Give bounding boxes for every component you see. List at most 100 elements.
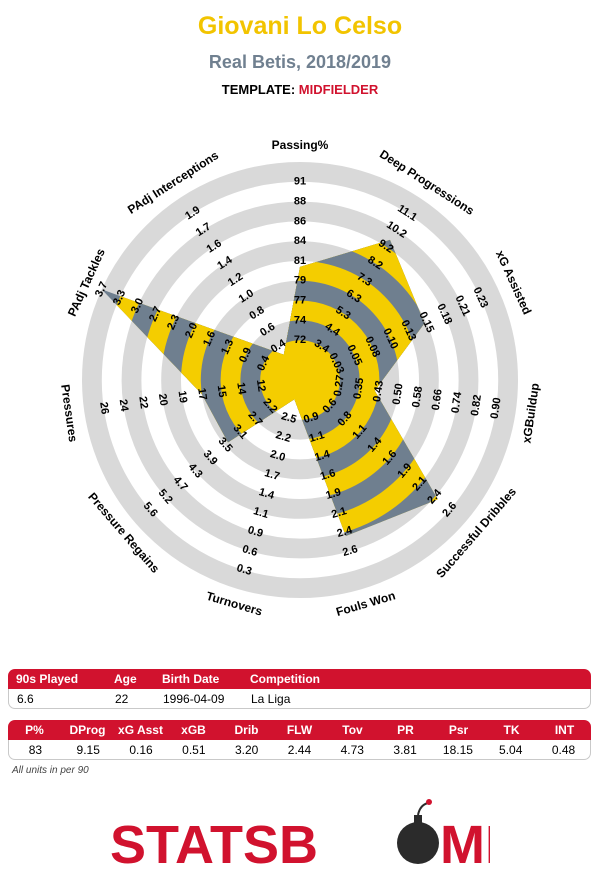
tick-label: 15 <box>215 384 229 398</box>
stat-cell-4: 3.20 <box>234 742 259 757</box>
bomb-spark <box>426 799 432 805</box>
tick-label: 1.7 <box>263 467 281 483</box>
stat-cell-9: 5.04 <box>499 742 523 757</box>
tick-label: 19 <box>175 390 189 404</box>
ring-band-9 <box>81 161 519 599</box>
bio-cell-1: 22 <box>115 691 129 706</box>
tick-label: 17 <box>195 387 209 401</box>
stat-header-9: TK <box>503 723 520 737</box>
logo-text-left: STATSB <box>110 815 318 869</box>
tick-label: 72 <box>294 334 306 346</box>
stat-header-10: INT <box>554 723 575 737</box>
tick-label: 1.4 <box>313 448 332 464</box>
tick-label: 91 <box>294 176 306 188</box>
stat-cell-0: 83 <box>28 742 43 757</box>
tick-label: 24 <box>117 398 131 413</box>
tick-label: 2.0 <box>183 321 200 340</box>
tick-label: 0.6 <box>241 543 259 559</box>
tick-label: 81 <box>294 255 306 267</box>
tick-label: 2.7 <box>147 305 164 324</box>
team-season: Real Betis, 2018/2019 <box>208 52 392 72</box>
stat-cell-2: 0.16 <box>129 742 153 757</box>
tick-label: 2.0 <box>269 448 287 464</box>
axis-label: Passing% <box>272 138 329 152</box>
tick-label: 2.3 <box>165 313 182 332</box>
statsbomb-logo: STATSB MB <box>110 799 490 869</box>
bomb-fuse <box>417 802 429 816</box>
tick-label: 88 <box>294 196 306 208</box>
bio-table-row: 6.6 22 1996-04-09 La Liga <box>8 689 591 709</box>
stat-cell-3: 0.51 <box>182 742 206 757</box>
tick-label: 1.6 <box>201 329 218 348</box>
stat-header-4: Drib <box>234 723 259 737</box>
bio-table: 90s Played Age Birth Date Competition 6.6 22… <box>8 669 591 709</box>
bio-header-2: Birth Date <box>162 672 220 686</box>
stats-table: P% DProg xG Asst xGB Drib FLW Tov PR Psr TK INT 83… <box>8 720 591 760</box>
bio-cell-0: 6.6 <box>17 691 34 706</box>
bomb-icon <box>397 822 439 864</box>
bio-header-3: Competition <box>250 672 320 686</box>
tick-label: 1.3 <box>219 338 236 357</box>
tick-label: 2.6 <box>341 543 359 559</box>
stat-header-3: xGB <box>181 723 206 737</box>
tick-label: 1.6 <box>319 467 337 483</box>
center-dot <box>280 360 320 400</box>
tick-label: 0.9 <box>246 524 264 540</box>
stat-header-7: PR <box>397 723 414 737</box>
stat-cell-1: 9.15 <box>76 742 100 757</box>
tick-label: 74 <box>294 314 307 326</box>
template-line: TEMPLATE: MIDFIELDER <box>0 82 600 97</box>
axis-label: xGBuildup <box>520 382 542 444</box>
tick-label: 0.50 <box>391 383 406 406</box>
stat-header-1: DProg <box>69 723 106 737</box>
units-footnote: All units in per 90 <box>12 765 89 776</box>
tick-label: 12 <box>254 379 268 393</box>
tick-label: 1.1 <box>308 429 326 445</box>
tick-label: 79 <box>294 275 306 287</box>
stat-header-6: Tov <box>342 723 363 737</box>
tick-label: 22 <box>136 396 150 410</box>
tick-label: 3.0 <box>129 296 146 315</box>
tick-label: 0.58 <box>410 385 425 408</box>
bio-header-0: 90s Played <box>16 672 79 686</box>
bio-cell-3: La Liga <box>251 691 291 706</box>
tick-label: 1.1 <box>252 505 270 521</box>
stat-cell-8: 18.15 <box>442 742 473 757</box>
stat-cell-7: 3.81 <box>393 742 417 757</box>
stat-header-0: P% <box>25 723 44 737</box>
tick-label: 20 <box>156 393 170 407</box>
axis-label: Pressures <box>58 383 80 443</box>
tick-label: 3.3 <box>111 288 128 307</box>
tick-label: 26 <box>97 401 111 415</box>
bio-table-header: 90s Played Age Birth Date Competition <box>8 669 591 689</box>
radar-chart: 727477798184868891Passing%3.44.45.36.37.… <box>58 138 542 619</box>
logo-text-right: MB <box>440 815 490 869</box>
bio-cell-2: 1996-04-09 <box>163 691 225 706</box>
tick-label: 77 <box>294 295 306 307</box>
bomb-fuse-cap <box>414 815 422 823</box>
tick-label: 84 <box>294 235 307 247</box>
ring-band-7 <box>121 201 479 559</box>
tick-label: 0.43 <box>371 380 386 403</box>
tick-label: 0.74 <box>449 390 464 414</box>
tick-label: 0.3 <box>235 562 253 578</box>
tick-label: 0.27 <box>332 374 347 397</box>
ring-band-5 <box>161 241 439 519</box>
tick-label: 3.7 <box>93 280 110 299</box>
bio-header-1: Age <box>114 672 137 686</box>
tick-label: 14 <box>234 382 248 397</box>
tick-label: 2.1 <box>330 505 348 521</box>
template-label: TEMPLATE: <box>221 82 296 97</box>
tick-label: 0.35 <box>351 377 366 400</box>
tick-label: 1.9 <box>324 486 342 502</box>
stats-table-header: P% DProg xG Asst xGB Drib FLW Tov PR Psr TK INT <box>8 720 591 740</box>
tick-label: 1.4 <box>257 486 276 502</box>
tick-label: 0.9 <box>237 346 254 365</box>
tick-label: 0.66 <box>430 388 445 411</box>
template-value: MIDFIELDER <box>298 82 379 97</box>
tick-label: 0.90 <box>489 397 504 420</box>
stat-header-2: xG Asst <box>118 723 163 737</box>
tick-label: 0.82 <box>469 394 484 417</box>
stat-header-5: FLW <box>286 723 313 737</box>
stat-cell-10: 0.48 <box>551 742 576 757</box>
